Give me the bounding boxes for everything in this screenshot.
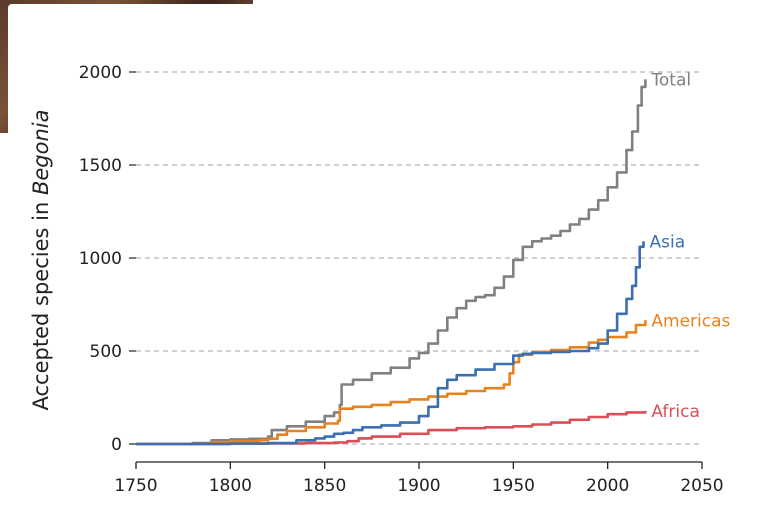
series-line-americas xyxy=(136,320,647,446)
series-line-africa xyxy=(136,410,647,446)
x-axis: 1750 1800 1850 1900 1950 2000 2050 xyxy=(114,461,724,496)
series-label-africa: Africa xyxy=(651,402,700,422)
y-tick-label-0: 0 xyxy=(111,435,122,455)
series-label-asia: Asia xyxy=(650,232,686,252)
series-labels: Total Africa Americas Asia xyxy=(650,70,731,421)
background-photo-fragment xyxy=(0,0,253,133)
series-label-total: Total xyxy=(650,70,691,90)
series-lines xyxy=(136,79,647,446)
x-tick-label-1800: 1800 xyxy=(209,476,252,496)
series-label-americas: Americas xyxy=(651,311,730,331)
x-tick-label-2000: 2000 xyxy=(586,476,629,496)
y-tick-label-2000: 2000 xyxy=(79,63,122,83)
x-tick-label-1850: 1850 xyxy=(303,476,346,496)
series-line-total xyxy=(136,79,647,446)
y-tick-label-500: 500 xyxy=(90,342,122,362)
y-tick-label-1500: 1500 xyxy=(79,156,122,176)
x-tick-label-1900: 1900 xyxy=(397,476,440,496)
gridlines xyxy=(136,71,702,445)
y-tick-label-1000: 1000 xyxy=(79,249,122,269)
y-axis: 0 500 1000 1500 2000 xyxy=(79,63,136,455)
x-tick-label-1750: 1750 xyxy=(114,476,157,496)
y-axis-title: Accepted species in Begonia xyxy=(29,110,53,411)
x-tick-label-2050: 2050 xyxy=(680,476,723,496)
series-line-asia xyxy=(136,241,645,446)
x-tick-label-1950: 1950 xyxy=(492,476,535,496)
